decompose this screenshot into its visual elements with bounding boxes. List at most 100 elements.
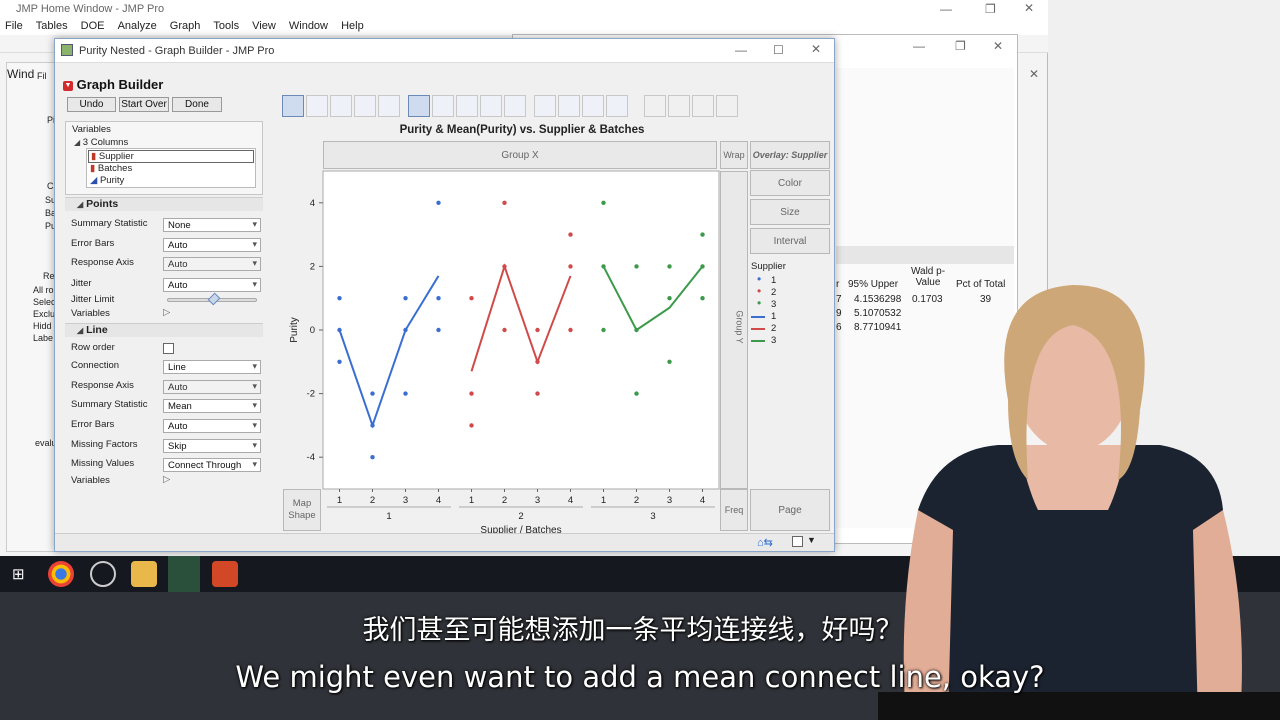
points-response-axis-select[interactable]: Auto bbox=[163, 257, 261, 271]
points-summary-statistic-select[interactable]: None bbox=[163, 218, 261, 232]
jmp-taskbar-icon[interactable] bbox=[168, 556, 200, 592]
size-zone[interactable]: Size bbox=[750, 199, 830, 225]
points-element-icon[interactable] bbox=[282, 95, 304, 117]
close-icon[interactable]: ✕ bbox=[993, 39, 1004, 53]
line-error-bars-select[interactable]: Auto bbox=[163, 419, 261, 433]
windows-start-icon[interactable]: ⊞ bbox=[12, 566, 25, 583]
formula-element-icon[interactable] bbox=[668, 95, 690, 117]
column-purity[interactable]: ◢ Purity bbox=[90, 175, 124, 186]
freq-zone[interactable]: Freq bbox=[720, 489, 748, 531]
ellipse-element-icon[interactable] bbox=[354, 95, 376, 117]
columns-count[interactable]: ◢ 3 Columns bbox=[74, 137, 128, 148]
menu-file[interactable]: File bbox=[5, 20, 23, 32]
none-element-icon[interactable] bbox=[716, 95, 738, 117]
minimize-icon[interactable]: — bbox=[735, 43, 747, 57]
points-error-bars-select[interactable]: Auto bbox=[163, 238, 261, 252]
area-element-icon[interactable] bbox=[456, 95, 478, 117]
data-point bbox=[535, 391, 540, 396]
line-element-icon[interactable] bbox=[408, 95, 430, 117]
wrap-zone[interactable]: Wrap bbox=[720, 141, 748, 169]
legend-label: 1 bbox=[771, 311, 777, 322]
column-supplier[interactable]: ▮ Supplier bbox=[88, 150, 254, 163]
points-section-header[interactable]: ◢ Points bbox=[65, 197, 263, 211]
red-triangle-menu-icon[interactable]: ▼ bbox=[63, 80, 73, 91]
powerpoint-icon[interactable] bbox=[212, 561, 238, 587]
dropdown-arrow-icon[interactable]: ▼ bbox=[807, 535, 816, 545]
expand-arrow-icon[interactable]: ▷ bbox=[163, 474, 171, 485]
undo-button[interactable]: Undo bbox=[67, 97, 116, 112]
display-checkbox[interactable] bbox=[792, 536, 803, 547]
mosaic-element-icon[interactable] bbox=[606, 95, 628, 117]
jitter-limit-slider[interactable] bbox=[167, 292, 257, 306]
x-tick-label-batch: 3 bbox=[535, 495, 540, 506]
close-icon[interactable]: ✕ bbox=[1029, 67, 1040, 81]
data-point bbox=[469, 296, 474, 301]
window-title: Purity Nested - Graph Builder - JMP Pro bbox=[79, 45, 275, 57]
graph-builder-header[interactable]: ▼ Graph Builder bbox=[63, 77, 163, 92]
heatmap-element-icon[interactable] bbox=[534, 95, 556, 117]
column-batches-label: Batches bbox=[97, 163, 133, 174]
line-summary-statistic-select[interactable]: Mean bbox=[163, 399, 261, 413]
maximize-icon[interactable]: ❐ bbox=[985, 2, 996, 16]
box-plot-element-icon[interactable] bbox=[480, 95, 502, 117]
column-batches[interactable]: ▮ Batches bbox=[90, 163, 132, 174]
bar-element-icon[interactable] bbox=[432, 95, 454, 117]
connection-select[interactable]: Line bbox=[163, 360, 261, 374]
group-y-zone[interactable]: Group Y bbox=[720, 171, 748, 489]
chrome-icon[interactable] bbox=[48, 561, 74, 587]
missing-factors-select[interactable]: Skip bbox=[163, 439, 261, 453]
home-nav-icon[interactable]: ⌂⇆ bbox=[757, 537, 773, 549]
row-order-checkbox[interactable] bbox=[163, 343, 174, 354]
treemap-element-icon[interactable] bbox=[582, 95, 604, 117]
color-zone[interactable]: Color bbox=[750, 170, 830, 196]
close-icon[interactable]: ✕ bbox=[1024, 1, 1035, 15]
close-icon[interactable]: ✕ bbox=[811, 42, 822, 56]
menu-graph[interactable]: Graph bbox=[169, 20, 201, 32]
line-response-axis-select[interactable]: Auto bbox=[163, 380, 261, 394]
points-summary-statistic-label: Summary Statistic bbox=[71, 218, 148, 229]
jitter-select[interactable]: Auto bbox=[163, 278, 261, 292]
menu-view[interactable]: View bbox=[252, 20, 276, 32]
app-icon[interactable] bbox=[90, 561, 116, 587]
slider-handle[interactable] bbox=[207, 292, 221, 306]
smoother-element-icon[interactable] bbox=[306, 95, 328, 117]
menu-help[interactable]: Help bbox=[341, 20, 364, 32]
home-window-title: JMP Home Window - JMP Pro bbox=[16, 3, 165, 15]
row-order-label: Row order bbox=[71, 342, 115, 353]
map-shapes-element-icon[interactable] bbox=[692, 95, 714, 117]
overlay-zone[interactable]: Overlay: Supplier bbox=[750, 141, 830, 169]
menu-tables[interactable]: Tables bbox=[35, 20, 68, 32]
table-cell: 4.1536298 bbox=[854, 294, 902, 305]
minimize-icon[interactable]: — bbox=[913, 39, 925, 53]
menu-doe[interactable]: DOE bbox=[80, 20, 105, 32]
caption-box-element-icon[interactable] bbox=[644, 95, 666, 117]
jmp-app-icon bbox=[61, 44, 73, 56]
group-x-zone[interactable]: Group X bbox=[323, 141, 717, 169]
menu-tools[interactable]: Tools bbox=[213, 20, 240, 32]
hidden-label: Ba bbox=[45, 208, 57, 218]
interval-zone[interactable]: Interval bbox=[750, 228, 830, 254]
minimize-icon[interactable]: — bbox=[940, 2, 952, 16]
start-over-button[interactable]: Start Over bbox=[119, 97, 169, 112]
disclosure-triangle-icon: ◢ bbox=[74, 138, 81, 147]
pie-element-icon[interactable] bbox=[558, 95, 580, 117]
maximize-icon[interactable]: ☐ bbox=[773, 43, 784, 57]
menu-analyze[interactable]: Analyze bbox=[117, 20, 157, 32]
maximize-icon[interactable]: ❐ bbox=[955, 39, 966, 53]
contour-element-icon[interactable] bbox=[378, 95, 400, 117]
expand-arrow-icon[interactable]: ▷ bbox=[163, 307, 171, 318]
file-explorer-icon[interactable] bbox=[131, 561, 157, 587]
nominal-icon: ▮ bbox=[91, 151, 97, 162]
menu-window[interactable]: Window bbox=[288, 20, 328, 32]
table-cell: 6 bbox=[836, 322, 842, 333]
data-point bbox=[337, 327, 342, 333]
missing-values-select[interactable]: Connect Through bbox=[163, 458, 261, 472]
page-zone[interactable]: Page bbox=[750, 489, 830, 531]
legend-item: • 2 bbox=[751, 284, 786, 299]
done-button[interactable]: Done bbox=[172, 97, 222, 112]
map-shape-zone[interactable]: Map Shape bbox=[283, 489, 321, 531]
histogram-element-icon[interactable] bbox=[504, 95, 526, 117]
line-of-fit-element-icon[interactable] bbox=[330, 95, 352, 117]
line-section-header[interactable]: ◢ Line bbox=[65, 323, 263, 337]
